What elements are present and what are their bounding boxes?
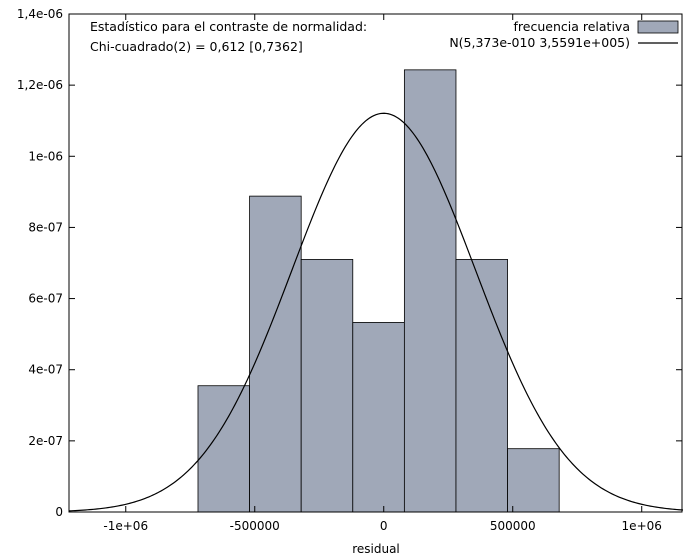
y-tick-label: 2e-07 [28, 434, 63, 448]
plot-frame [68, 13, 683, 513]
y-tick-label: 4e-07 [28, 363, 63, 377]
legend-label-relative-frequency: frecuencia relativa [514, 19, 630, 34]
histogram-bar-2 [249, 195, 302, 513]
y-tick-label: 1,2e-06 [17, 78, 63, 92]
y-tick-label: 8e-07 [28, 220, 63, 234]
histogram-bar-3 [300, 259, 354, 513]
histogram-bar-7 [507, 448, 560, 513]
x-tick-label: -1e+06 [103, 519, 148, 533]
y-tick-label: 1,4e-06 [17, 7, 63, 21]
x-tick-label: -500000 [230, 519, 280, 533]
legend-swatch-relative-frequency [637, 20, 679, 34]
histogram-bar-5 [403, 69, 457, 513]
x-axis-label: residual [352, 542, 400, 556]
legend: frecuencia relativa N(5,373e-010 3,5591e… [449, 19, 679, 50]
x-tick-label: 500000 [490, 519, 536, 533]
histogram-bar-1 [197, 385, 250, 513]
y-axis-ticks: 0 2e-07 4e-07 6e-07 8e-07 1e-06 1,2e-06 1,4e-06 [17, 7, 682, 519]
normal-density-curve [68, 112, 683, 512]
x-axis-ticks: -1e+06 -500000 0 500000 1e+06 [103, 14, 662, 533]
x-tick-label: 0 [380, 519, 388, 533]
histogram-bar-6 [455, 259, 508, 513]
x-tick-label: 1e+06 [622, 519, 662, 533]
normality-test-title: Estadístico para el contraste de normali… [90, 19, 367, 34]
chi-square-statistic: Chi-cuadrado(2) = 0,612 [0,7362] [90, 39, 303, 54]
y-tick-label: 1e-06 [28, 149, 63, 163]
histogram-bar-4 [352, 322, 405, 513]
y-tick-label: 6e-07 [28, 292, 63, 306]
legend-label-normal-curve: N(5,373e-010 3,5591e+005) [449, 35, 630, 50]
y-tick-label: 0 [55, 505, 63, 519]
histogram-bars [197, 69, 560, 513]
